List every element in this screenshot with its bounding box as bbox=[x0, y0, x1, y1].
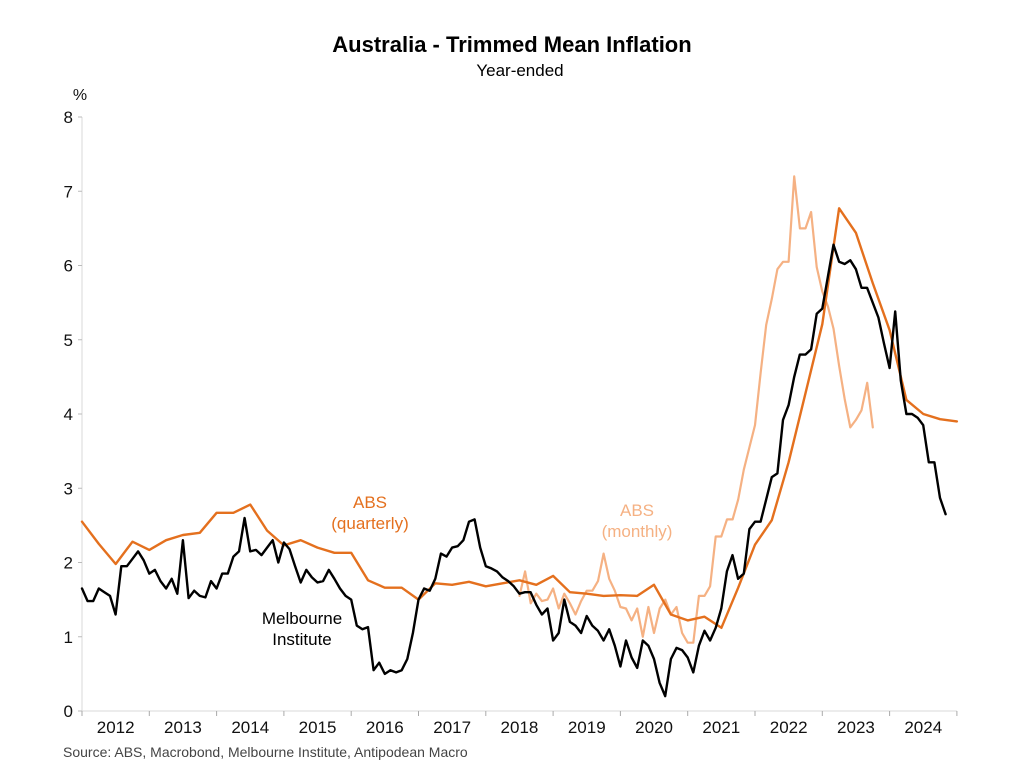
series-layer bbox=[80, 175, 959, 698]
annotation-line: (quarterly) bbox=[331, 514, 408, 533]
y-tick-label: 0 bbox=[64, 702, 73, 721]
annotation-line: ABS bbox=[353, 493, 387, 512]
annotation-line: Melbourne bbox=[262, 609, 342, 628]
annotation-abs-monthly: ABS (monthly) bbox=[602, 501, 673, 541]
series-line-abs-quarterly bbox=[80, 207, 959, 629]
y-tick-label: 4 bbox=[64, 405, 73, 424]
y-tick-label: 2 bbox=[64, 554, 73, 573]
x-tick-label: 2022 bbox=[770, 718, 808, 737]
source-note: Source: ABS, Macrobond, Melbourne Instit… bbox=[63, 744, 468, 760]
x-tick-label: 2023 bbox=[837, 718, 875, 737]
series-line-melbourne-institute bbox=[80, 243, 947, 698]
y-tick-label: 3 bbox=[64, 479, 73, 498]
y-tick-label: 7 bbox=[64, 182, 73, 201]
y-tick-label: 5 bbox=[64, 331, 73, 350]
chart-title: Australia - Trimmed Mean Inflation bbox=[332, 32, 691, 57]
annotation-line: (monthly) bbox=[602, 522, 673, 541]
y-tick-label: 8 bbox=[64, 108, 73, 127]
x-tick-label: 2014 bbox=[231, 718, 269, 737]
x-tick-label: 2016 bbox=[366, 718, 404, 737]
chart-subtitle: Year-ended bbox=[476, 61, 563, 80]
x-tick-label: 2015 bbox=[299, 718, 337, 737]
y-tick-label: 1 bbox=[64, 628, 73, 647]
x-tick-label: 2013 bbox=[164, 718, 202, 737]
y-tick-label: 6 bbox=[64, 257, 73, 276]
annotation-line: Institute bbox=[272, 630, 332, 649]
y-axis: 0 1 2 3 4 5 6 7 8 bbox=[64, 108, 83, 721]
x-tick-label: 2018 bbox=[501, 718, 539, 737]
series-line-abs-monthly bbox=[518, 175, 874, 644]
x-tick-label: 2021 bbox=[702, 718, 740, 737]
annotation-melbourne-institute: Melbourne Institute bbox=[262, 609, 342, 649]
x-axis: 2012 2013 2014 2015 2016 2017 2018 2019 2020 2021… bbox=[81, 710, 958, 737]
x-tick-label: 2017 bbox=[433, 718, 471, 737]
x-tick-label: 2012 bbox=[97, 718, 135, 737]
x-tick-label: 2024 bbox=[904, 718, 942, 737]
x-tick-label: 2019 bbox=[568, 718, 606, 737]
annotation-abs-quarterly: ABS (quarterly) bbox=[331, 493, 408, 533]
annotation-line: ABS bbox=[620, 501, 654, 520]
y-axis-unit: % bbox=[73, 87, 87, 104]
x-tick-label: 2020 bbox=[635, 718, 673, 737]
series-annotations: Melbourne Institute ABS (quarterly) ABS (mont… bbox=[262, 493, 673, 649]
